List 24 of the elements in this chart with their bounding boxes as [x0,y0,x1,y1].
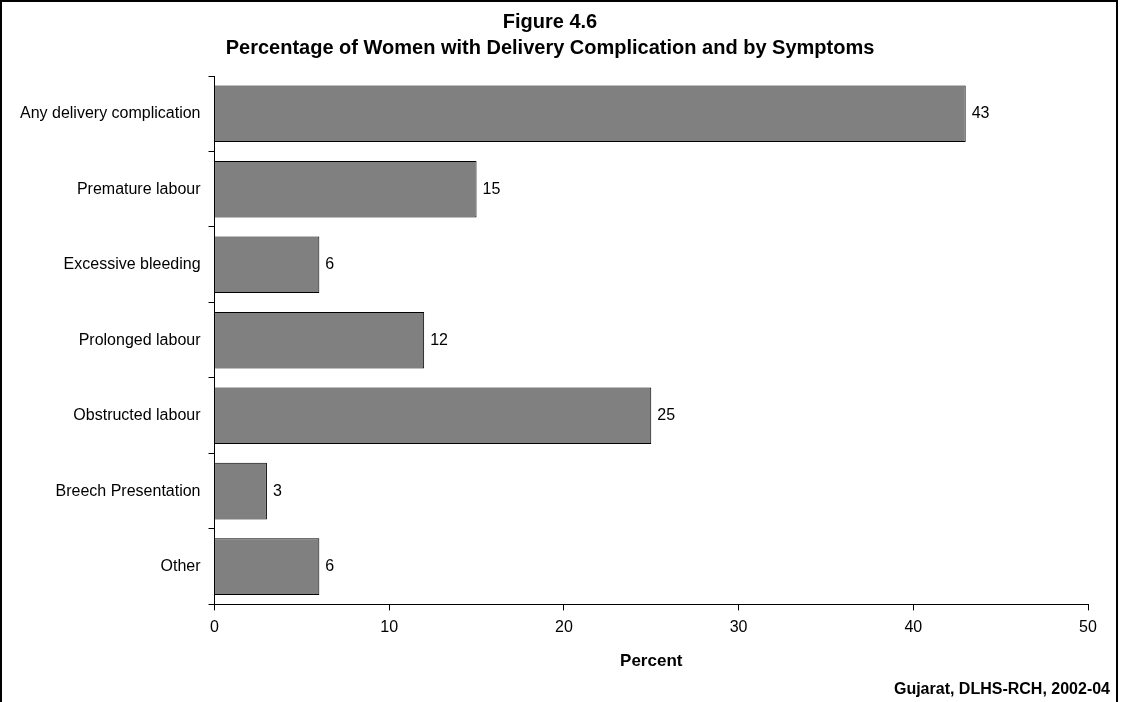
x-tick-label: 20 [555,618,573,636]
chart-title: Figure 4.6 [502,9,598,32]
data-label: 43 [971,104,990,122]
data-label: 6 [325,255,335,273]
y-tick-label: Obstructed labour [73,406,202,424]
x-axis-title: Percent [620,651,683,671]
data-label: 3 [272,481,282,499]
x-tick-label: 0 [210,618,220,636]
y-tick-label: Excessive bleeding [63,255,201,273]
data-label: 6 [325,557,335,575]
data-label: 12 [430,330,449,348]
y-tick-label: Premature labour [76,179,202,197]
data-label: 25 [657,406,676,424]
data-label: 15 [482,179,501,197]
y-tick-label: Breech Presentation [55,481,201,499]
x-tick-label: 10 [380,618,399,636]
x-tick-label: 40 [904,618,923,636]
y-tick-label: Prolonged labour [78,330,202,348]
chart-subtitle: Percentage of Women with Delivery Complication and by Symptoms [225,35,875,58]
text: Gujarat, DLHS-RCH, 2002-04 [893,680,1111,698]
x-tick-label: 30 [729,618,748,636]
y-tick-label: Any delivery complication [19,104,201,122]
x-tick-label: 50 [1079,618,1097,636]
y-tick-label: Other [160,557,202,575]
